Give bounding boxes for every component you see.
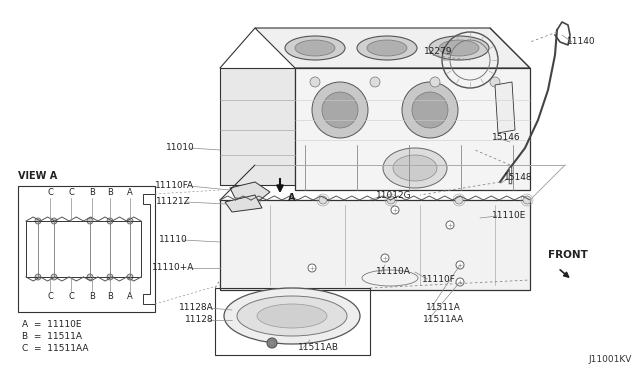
- Ellipse shape: [357, 36, 417, 60]
- Ellipse shape: [429, 36, 489, 60]
- Circle shape: [107, 218, 113, 224]
- Text: 11110E: 11110E: [492, 212, 526, 221]
- Text: A: A: [288, 193, 296, 203]
- Circle shape: [456, 261, 464, 269]
- Text: C  =  11511AA: C = 11511AA: [22, 344, 88, 353]
- Circle shape: [312, 82, 368, 138]
- Ellipse shape: [367, 40, 407, 56]
- Text: J11001KV: J11001KV: [589, 355, 632, 364]
- Circle shape: [412, 92, 448, 128]
- Text: A  =  11110E: A = 11110E: [22, 320, 81, 329]
- Circle shape: [127, 218, 133, 224]
- Circle shape: [387, 196, 395, 204]
- Circle shape: [455, 196, 463, 204]
- Bar: [26, 221, 141, 277]
- Text: B: B: [89, 292, 95, 301]
- Text: 11012G: 11012G: [376, 192, 412, 201]
- Text: B  =  11511A: B = 11511A: [22, 332, 82, 341]
- Circle shape: [107, 274, 113, 280]
- Text: 11110F: 11110F: [422, 275, 456, 283]
- Circle shape: [267, 338, 277, 348]
- Ellipse shape: [393, 155, 437, 181]
- Ellipse shape: [383, 148, 447, 188]
- Circle shape: [308, 264, 316, 272]
- Circle shape: [446, 221, 454, 229]
- Polygon shape: [220, 200, 530, 290]
- Text: 11511A: 11511A: [426, 304, 461, 312]
- Text: C: C: [47, 188, 53, 197]
- Polygon shape: [225, 195, 262, 212]
- Text: A: A: [127, 188, 133, 197]
- Text: B: B: [89, 188, 95, 197]
- Circle shape: [127, 274, 133, 280]
- Circle shape: [35, 218, 41, 224]
- Circle shape: [402, 82, 458, 138]
- Circle shape: [251, 196, 259, 204]
- Text: 15146: 15146: [492, 134, 520, 142]
- Circle shape: [490, 77, 500, 87]
- Text: 11128: 11128: [186, 315, 214, 324]
- Text: 11511AA: 11511AA: [423, 315, 464, 324]
- Ellipse shape: [257, 304, 327, 328]
- Text: 11511AB: 11511AB: [298, 343, 339, 353]
- Ellipse shape: [295, 40, 335, 56]
- Ellipse shape: [285, 36, 345, 60]
- Text: C: C: [68, 188, 74, 197]
- Text: 11140: 11140: [567, 38, 596, 46]
- Circle shape: [381, 254, 389, 262]
- Circle shape: [322, 92, 358, 128]
- Text: 11110+A: 11110+A: [152, 263, 194, 273]
- Circle shape: [51, 218, 57, 224]
- Circle shape: [370, 77, 380, 87]
- Text: 11128A: 11128A: [179, 304, 214, 312]
- Circle shape: [87, 218, 93, 224]
- Polygon shape: [220, 68, 295, 185]
- Ellipse shape: [224, 288, 360, 344]
- Text: B: B: [107, 188, 113, 197]
- Text: FRONT: FRONT: [548, 250, 588, 260]
- Text: 11110FA: 11110FA: [155, 182, 194, 190]
- Ellipse shape: [237, 296, 347, 336]
- Polygon shape: [230, 182, 270, 200]
- Text: B: B: [107, 292, 113, 301]
- Bar: [18, 186, 155, 312]
- Circle shape: [310, 77, 320, 87]
- Circle shape: [456, 278, 464, 286]
- Text: 11121Z: 11121Z: [156, 198, 191, 206]
- Circle shape: [319, 196, 327, 204]
- Text: 12279: 12279: [424, 48, 452, 57]
- Polygon shape: [495, 82, 515, 133]
- Text: C: C: [47, 292, 53, 301]
- Text: 15148: 15148: [504, 173, 532, 183]
- Circle shape: [35, 274, 41, 280]
- Polygon shape: [255, 28, 530, 68]
- Circle shape: [51, 274, 57, 280]
- Text: VIEW A: VIEW A: [18, 171, 57, 181]
- Circle shape: [523, 196, 531, 204]
- Text: 11110A: 11110A: [376, 267, 411, 276]
- Bar: [215, 288, 370, 355]
- Circle shape: [430, 77, 440, 87]
- Polygon shape: [295, 68, 530, 190]
- Text: 11110: 11110: [159, 235, 188, 244]
- Ellipse shape: [439, 40, 479, 56]
- Circle shape: [87, 274, 93, 280]
- Text: C: C: [68, 292, 74, 301]
- Text: 11010: 11010: [166, 144, 195, 153]
- Text: A: A: [127, 292, 133, 301]
- Circle shape: [391, 206, 399, 214]
